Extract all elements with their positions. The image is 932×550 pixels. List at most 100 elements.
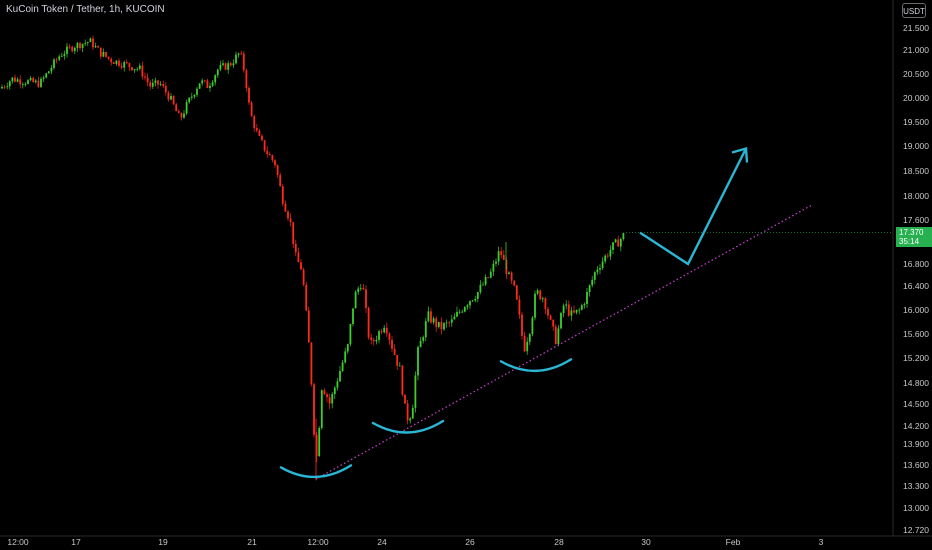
candle-body	[120, 65, 123, 68]
candle-body	[362, 287, 365, 290]
candle-body	[484, 276, 487, 285]
candle-body	[27, 80, 29, 84]
currency-label[interactable]: USDT	[902, 3, 926, 18]
candle-body	[492, 263, 495, 272]
candle-body	[544, 298, 547, 309]
candle-body	[37, 80, 40, 87]
candle-body	[32, 77, 35, 83]
candle-body	[112, 62, 115, 64]
candle-body	[110, 58, 113, 63]
candle-body	[440, 321, 443, 330]
candle-body	[284, 203, 287, 212]
candle-body	[502, 254, 505, 260]
candle-body	[151, 82, 154, 87]
candle-body	[71, 46, 74, 52]
candle-body	[16, 79, 19, 82]
candle-body	[300, 262, 302, 270]
y-tick-label: 14.500	[903, 399, 929, 409]
candle-body	[268, 154, 271, 156]
candle-body	[102, 51, 105, 57]
candle-body	[437, 321, 440, 327]
candle-body	[523, 335, 526, 352]
candle-body	[346, 344, 349, 352]
candle-body	[274, 160, 276, 166]
candle-body	[326, 394, 328, 398]
candle-body	[367, 307, 370, 338]
candle-body	[565, 304, 568, 306]
y-tick-label: 20.000	[903, 93, 929, 103]
y-tick-label: 15.200	[903, 353, 929, 363]
candle-body	[378, 331, 380, 340]
candle-body	[271, 155, 274, 161]
candle-body	[266, 150, 269, 155]
candle-body	[554, 326, 557, 345]
candle-body	[196, 88, 198, 95]
x-tick-label: 12:00	[7, 537, 29, 547]
candle-body	[292, 222, 295, 244]
candle-body	[240, 53, 243, 55]
candle-body	[89, 38, 92, 43]
candle-body	[596, 269, 599, 273]
candle-body	[50, 67, 53, 72]
bottom-arc	[279, 464, 353, 479]
candle-body	[469, 301, 471, 306]
candle-body	[40, 78, 42, 87]
candle-body	[201, 80, 204, 84]
candle-body	[463, 307, 466, 312]
candle-body	[318, 428, 321, 457]
candle-body	[531, 317, 534, 335]
candle-body	[6, 86, 9, 88]
candle-body	[172, 95, 175, 105]
candle-body	[567, 304, 570, 316]
x-axis: 12:00 17 19 21 12:00 24 26 28 30 Feb 3	[0, 535, 932, 547]
candle-body	[47, 71, 50, 74]
x-tick-label: Feb	[726, 537, 741, 547]
candle-body	[344, 351, 347, 363]
candle-body	[354, 291, 357, 309]
candle-body	[456, 311, 458, 317]
candle-body	[198, 83, 201, 89]
candle-body	[133, 69, 136, 71]
candle-body	[372, 339, 375, 342]
candle-body	[489, 271, 492, 278]
candlestick-series	[1, 35, 625, 481]
candle-body	[435, 318, 438, 327]
candle-body	[430, 311, 432, 323]
candle-body	[461, 311, 464, 313]
candle-body	[81, 43, 84, 49]
candle-body	[458, 311, 461, 313]
y-tick-label: 12.720	[903, 525, 929, 535]
candle-body	[534, 293, 536, 318]
y-axis: 21.500 21.000 20.500 20.000 19.500 19.000 18.5…	[892, 0, 929, 536]
bottom-arc	[499, 358, 573, 373]
candle-body	[167, 92, 170, 100]
candle-body	[391, 339, 393, 349]
candle-body	[409, 418, 412, 421]
candle-body	[146, 77, 149, 83]
candle-body	[385, 327, 388, 334]
candle-body	[183, 113, 185, 118]
candle-body	[443, 323, 445, 330]
candle-body	[570, 310, 573, 316]
y-tick-label: 13.000	[903, 503, 929, 513]
candle-body	[297, 252, 300, 263]
candle-body	[45, 73, 48, 78]
y-tick-label: 13.300	[903, 481, 929, 491]
candle-body	[604, 255, 607, 262]
candle-body	[263, 140, 266, 151]
candle-body	[336, 381, 339, 388]
candle-body	[599, 267, 601, 270]
candle-body	[549, 315, 552, 320]
candle-body	[29, 77, 32, 81]
candle-body	[97, 46, 100, 48]
candle-body	[255, 128, 258, 131]
candle-body	[105, 51, 107, 57]
candle-body	[177, 111, 180, 114]
y-tick-label: 19.500	[903, 117, 929, 127]
candle-body	[593, 272, 596, 280]
candle-body	[331, 394, 334, 404]
candle-body	[307, 310, 310, 343]
candle-body	[320, 390, 323, 429]
candle-body	[349, 324, 352, 345]
